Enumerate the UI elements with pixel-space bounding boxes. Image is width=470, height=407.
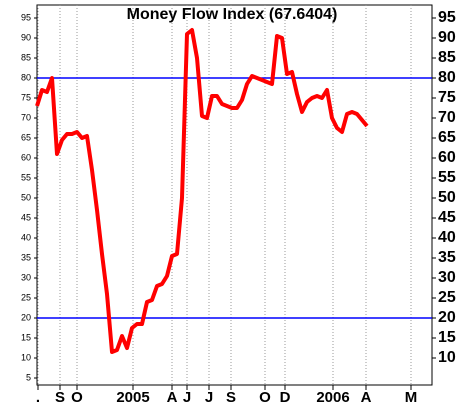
y2-tick-label: 65 (438, 129, 456, 146)
y-tick-label: 75 (21, 92, 31, 102)
y2-tick-label: 85 (438, 49, 456, 66)
x-tick-label: S (226, 389, 236, 406)
y-tick-label: 95 (21, 12, 31, 22)
y-tick-label: 5 (26, 372, 31, 382)
y-tick-label: 30 (21, 272, 31, 282)
y-tick-label: 85 (21, 52, 31, 62)
y-tick-label: 35 (21, 252, 31, 262)
chart-title: Money Flow Index (67.6404) (127, 6, 338, 23)
y2-tick-label: 25 (438, 289, 456, 306)
y2-tick-label: 20 (438, 309, 456, 326)
y-tick-label: 15 (21, 332, 31, 342)
layer (37, 5, 412, 385)
y2-tick-label: 40 (438, 229, 456, 246)
y2-tick-label: 10 (438, 349, 456, 366)
y2-tick-label: 80 (438, 69, 456, 86)
y-tick-label: 25 (21, 292, 31, 302)
y-tick-label: 70 (21, 112, 31, 122)
y2-tick-label: 75 (438, 89, 456, 106)
y2-tick-label: 95 (438, 9, 456, 26)
y2-tick-label: 70 (438, 109, 456, 126)
x-tick-label: M (405, 389, 418, 406)
y2-tick-label: 45 (438, 209, 456, 226)
x-tick-label: D (280, 389, 291, 406)
x-tick-label: O (71, 389, 83, 406)
y2-tick-label: 50 (438, 189, 456, 206)
y-tick-label: 90 (21, 32, 31, 42)
y-tick-label: 40 (21, 232, 31, 242)
y-tick-label: 10 (21, 352, 31, 362)
y2-tick-label: 30 (438, 269, 456, 286)
data-line (35, 28, 369, 354)
y-tick-label: 60 (21, 152, 31, 162)
y2-tick-label: 15 (438, 329, 456, 346)
x-tick-label: J (183, 389, 191, 406)
y-tick-label: 20 (21, 312, 31, 322)
y-tick-label: 80 (21, 72, 31, 82)
y-tick-label: 65 (21, 132, 31, 142)
y2-tick-label: 60 (438, 149, 456, 166)
x-tick-label: 2005 (116, 389, 149, 406)
x-tick-label: S (55, 389, 65, 406)
y2-tick-label: 90 (438, 29, 456, 46)
x-tick-label: O (259, 389, 271, 406)
y-tick-label: 50 (21, 192, 31, 202)
x-tick-label: 2006 (316, 389, 349, 406)
x-tick-label: J (205, 389, 213, 406)
y-tick-label: 55 (21, 172, 31, 182)
y2-tick-label: 55 (438, 169, 456, 186)
plot-frame (36, 4, 433, 386)
x-tick-label: . (36, 389, 40, 406)
x-tick-label: A (167, 389, 178, 406)
y-tick-label: 45 (21, 212, 31, 222)
x-tick-label: A (361, 389, 372, 406)
y2-tick-label: 35 (438, 249, 456, 266)
